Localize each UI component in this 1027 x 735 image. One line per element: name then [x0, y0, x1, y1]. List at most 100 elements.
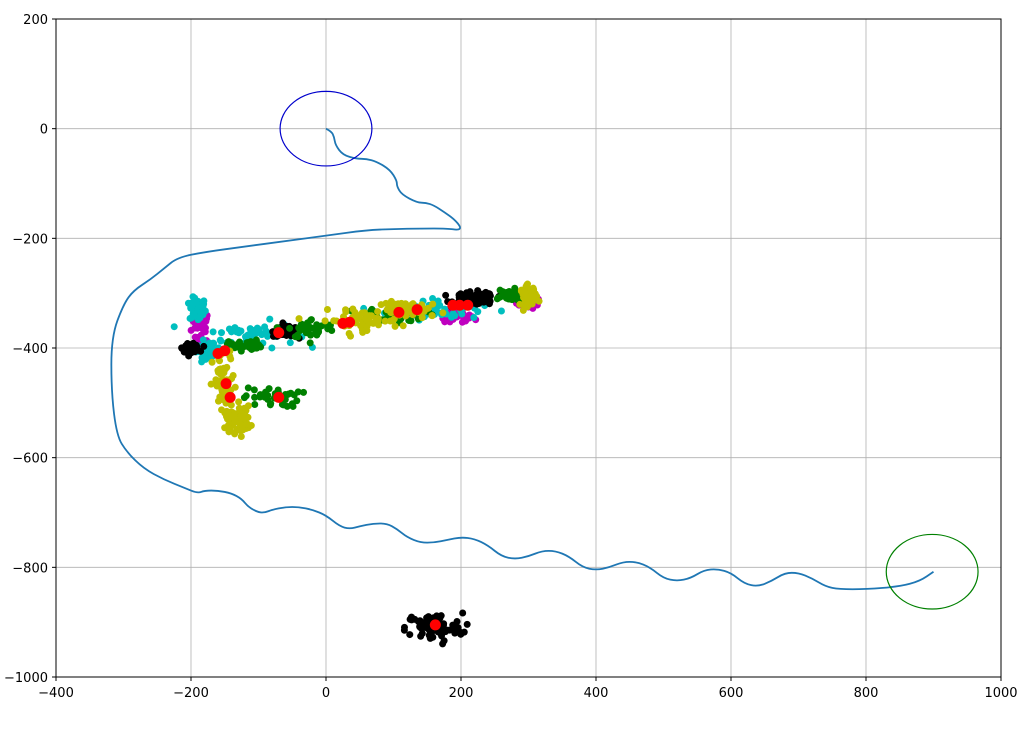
cluster-point-yellow [364, 313, 372, 321]
cluster-point-yellow [404, 307, 412, 315]
cluster-point-black [471, 298, 479, 306]
cluster-point-green [265, 385, 273, 393]
centroid-point [344, 316, 356, 328]
cluster-point-yellow [402, 301, 410, 309]
cluster-point-green [252, 336, 260, 344]
boundary-circles [279, 90, 979, 610]
cluster-point-cyan [286, 339, 294, 347]
cluster-point-green [278, 400, 286, 408]
cluster-point-green [250, 386, 258, 394]
y-tick-label: −600 [12, 452, 48, 467]
cluster-point-green [294, 388, 302, 396]
cluster-point-yellow [524, 280, 532, 288]
cluster-point-green [261, 393, 269, 401]
cluster-point-yellow [391, 322, 399, 330]
cluster-point-yellow [439, 309, 447, 317]
cluster-point-green [505, 288, 513, 296]
cluster-point-yellow [381, 317, 389, 325]
cluster-point-yellow [225, 428, 233, 436]
cluster-point-yellow [374, 314, 382, 322]
cluster-point-black [459, 609, 467, 617]
centroid-point [393, 306, 405, 318]
cluster-point-yellow [231, 416, 239, 424]
trajectory-path [110, 127, 935, 591]
cluster-point-yellow [522, 292, 530, 300]
cluster-point-black [440, 637, 448, 645]
cluster-point-yellow [244, 413, 252, 421]
cluster-point-green [225, 338, 233, 346]
cluster-point-yellow [217, 371, 225, 379]
cluster-point-green [244, 384, 252, 392]
cluster-point-yellow [223, 407, 231, 415]
axes: −400 −200 0 200 400 600 800 1000 −1000 −800 −600 −4… [4, 13, 1018, 701]
cluster-point-yellow [227, 401, 235, 409]
cluster-point-green [306, 339, 314, 347]
y-tick-label: −200 [12, 232, 48, 247]
cluster-point-green [511, 284, 519, 292]
cluster-point-cyan [268, 344, 276, 352]
cluster-point-yellow [357, 322, 365, 330]
centroid-points [212, 299, 474, 631]
cluster-point-black [482, 288, 490, 296]
cluster-point-black [200, 342, 208, 350]
cluster-point-green [294, 333, 302, 341]
cluster-point-black [436, 614, 444, 622]
cluster-point-cyan [170, 323, 178, 331]
cluster-point-black [442, 291, 450, 299]
cluster-point-cyan [198, 303, 206, 311]
cluster-point-green [288, 400, 296, 408]
y-tick-label: 200 [23, 13, 48, 28]
cluster-point-black [453, 617, 461, 625]
y-tick-label: −400 [12, 342, 48, 357]
cluster-point-black [416, 619, 424, 627]
cluster-point-black [454, 624, 462, 632]
cluster-point-cyan [189, 293, 197, 301]
x-tick-label: 800 [854, 686, 879, 701]
cluster-point-black [460, 628, 468, 636]
cluster-point-yellow [240, 404, 248, 412]
centroid-point [454, 299, 466, 311]
centroid-point [224, 391, 236, 403]
x-tick-label: 1000 [984, 686, 1017, 701]
cluster-point-green [307, 316, 315, 324]
cluster-point-yellow [295, 315, 303, 323]
y-tick-label: −1000 [4, 671, 48, 686]
cluster-point-yellow [399, 322, 407, 330]
cluster-point-black [424, 615, 432, 623]
cluster-point-green [287, 389, 295, 397]
cluster-point-yellow [231, 383, 239, 391]
cluster-point-yellow [530, 293, 538, 301]
cluster-point-yellow [236, 427, 244, 435]
cluster-point-green [296, 327, 304, 335]
cluster-point-green [251, 393, 259, 401]
cluster-point-green [300, 388, 308, 396]
cluster-point-green [312, 328, 320, 336]
cluster-point-cyan [206, 339, 214, 347]
cluster-point-yellow [222, 413, 230, 421]
cluster-point-black [418, 629, 426, 637]
x-tick-label: 600 [719, 686, 744, 701]
cluster-point-yellow [429, 300, 437, 308]
cluster-point-yellow [219, 387, 227, 395]
cluster-point-cyan [217, 329, 225, 337]
cluster-point-magenta [191, 333, 199, 341]
cluster-point-yellow [237, 433, 245, 441]
cluster-point-yellow [386, 303, 394, 311]
cluster-point-yellow [208, 358, 216, 366]
cluster-point-green [286, 324, 294, 332]
cluster-point-black [455, 291, 463, 299]
cluster-point-green [266, 401, 274, 409]
cluster-points [170, 280, 543, 648]
cluster-point-yellow [428, 312, 436, 320]
cluster-point-green [496, 286, 504, 294]
cluster-point-yellow [235, 398, 243, 406]
cluster-point-cyan [266, 315, 274, 323]
cluster-point-green [240, 394, 248, 402]
cluster-point-yellow [235, 404, 243, 412]
cluster-point-green [324, 325, 332, 333]
cluster-point-black [426, 634, 434, 642]
cluster-point-cyan [261, 323, 269, 331]
cluster-point-yellow [214, 397, 222, 405]
x-tick-label: 0 [322, 686, 330, 701]
